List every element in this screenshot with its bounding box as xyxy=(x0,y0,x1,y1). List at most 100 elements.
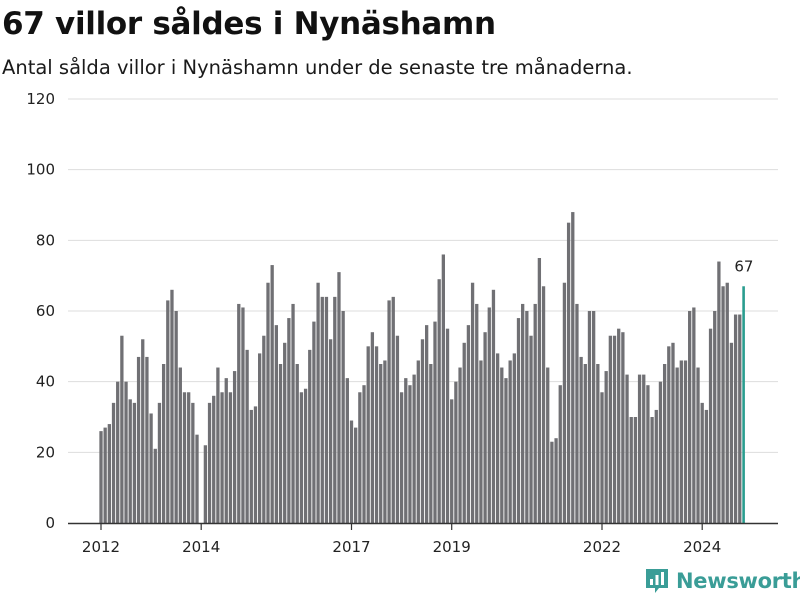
bar xyxy=(191,402,195,523)
bar xyxy=(116,381,120,523)
bar xyxy=(145,356,149,523)
bar xyxy=(617,328,621,523)
bar xyxy=(107,424,111,523)
bar xyxy=(470,282,475,523)
bar xyxy=(625,374,629,523)
bar xyxy=(374,346,379,523)
bar xyxy=(253,406,258,523)
bar xyxy=(608,335,612,523)
bar xyxy=(207,402,212,523)
bar xyxy=(646,385,650,523)
bar xyxy=(738,314,742,523)
annotations: 67 xyxy=(734,257,753,275)
bar xyxy=(554,438,558,523)
bar xyxy=(504,378,508,523)
bar xyxy=(287,318,291,523)
bar xyxy=(182,392,187,523)
bar xyxy=(420,339,425,523)
bar xyxy=(621,332,625,523)
bar xyxy=(216,367,220,523)
bar xyxy=(312,321,316,523)
bar xyxy=(596,364,600,523)
bar xyxy=(308,349,312,523)
bar xyxy=(295,364,299,523)
bar xyxy=(650,417,654,523)
bar xyxy=(416,360,420,523)
bar xyxy=(174,311,178,523)
bar xyxy=(320,296,324,523)
bar xyxy=(362,385,366,523)
bar xyxy=(717,261,721,523)
bar xyxy=(408,385,412,523)
bar xyxy=(633,417,638,523)
bar xyxy=(637,374,642,523)
bar xyxy=(562,282,567,523)
bar xyxy=(558,385,562,523)
bar xyxy=(583,364,587,523)
bar xyxy=(345,378,349,523)
x-tick-label: 2024 xyxy=(683,538,721,556)
bar xyxy=(671,342,675,523)
bar xyxy=(525,311,529,523)
bar xyxy=(212,395,216,523)
bar xyxy=(579,356,583,523)
bar xyxy=(612,335,617,523)
bar xyxy=(195,434,199,523)
bar xyxy=(654,409,658,523)
brand: Newsworthy xyxy=(644,567,800,595)
bar xyxy=(387,300,391,523)
bar xyxy=(642,374,646,523)
highlight-value-label: 67 xyxy=(734,257,753,275)
y-tick-label: 20 xyxy=(36,443,55,461)
bar xyxy=(516,318,521,523)
bar xyxy=(391,296,395,523)
bar xyxy=(450,399,454,523)
bar xyxy=(241,307,245,523)
bar xyxy=(237,303,241,523)
bar xyxy=(120,335,124,523)
bar xyxy=(178,367,182,523)
bar xyxy=(433,321,437,523)
bar xyxy=(274,325,278,523)
newsworthy-logo-icon xyxy=(646,569,668,593)
bar xyxy=(683,360,688,523)
y-tick-label: 120 xyxy=(26,90,55,108)
bar xyxy=(224,378,228,523)
x-tick-label: 2012 xyxy=(82,538,120,556)
bar xyxy=(462,342,466,523)
brand-name: Newsworthy xyxy=(676,569,800,593)
bar xyxy=(337,272,341,523)
x-tick-label: 2022 xyxy=(583,538,621,556)
bar xyxy=(604,371,608,523)
bar xyxy=(445,328,450,523)
bar xyxy=(479,360,483,523)
bar xyxy=(187,392,191,523)
bar xyxy=(441,254,445,523)
bar xyxy=(566,222,571,524)
bar xyxy=(328,339,333,523)
bar xyxy=(404,378,408,523)
x-axis: 2012 2014 2017 2019 2022 2024 xyxy=(68,522,778,556)
bar xyxy=(383,360,387,523)
bars xyxy=(99,212,745,524)
bar xyxy=(111,402,116,523)
bar xyxy=(437,279,441,523)
bar xyxy=(262,335,266,523)
y-axis: 0 20 40 60 80 100 120 xyxy=(26,90,55,532)
bar xyxy=(704,409,709,523)
bar xyxy=(733,314,738,523)
bar xyxy=(132,402,137,523)
bar xyxy=(99,431,103,523)
bar xyxy=(537,258,542,523)
bar xyxy=(153,448,157,523)
bar xyxy=(512,353,516,523)
bar xyxy=(349,420,354,523)
bar xyxy=(688,311,692,523)
bar xyxy=(592,311,596,523)
bar xyxy=(425,325,429,523)
bar xyxy=(713,311,717,523)
bar xyxy=(245,349,249,523)
bar xyxy=(483,332,487,523)
bar xyxy=(399,392,404,523)
bar xyxy=(341,311,345,523)
